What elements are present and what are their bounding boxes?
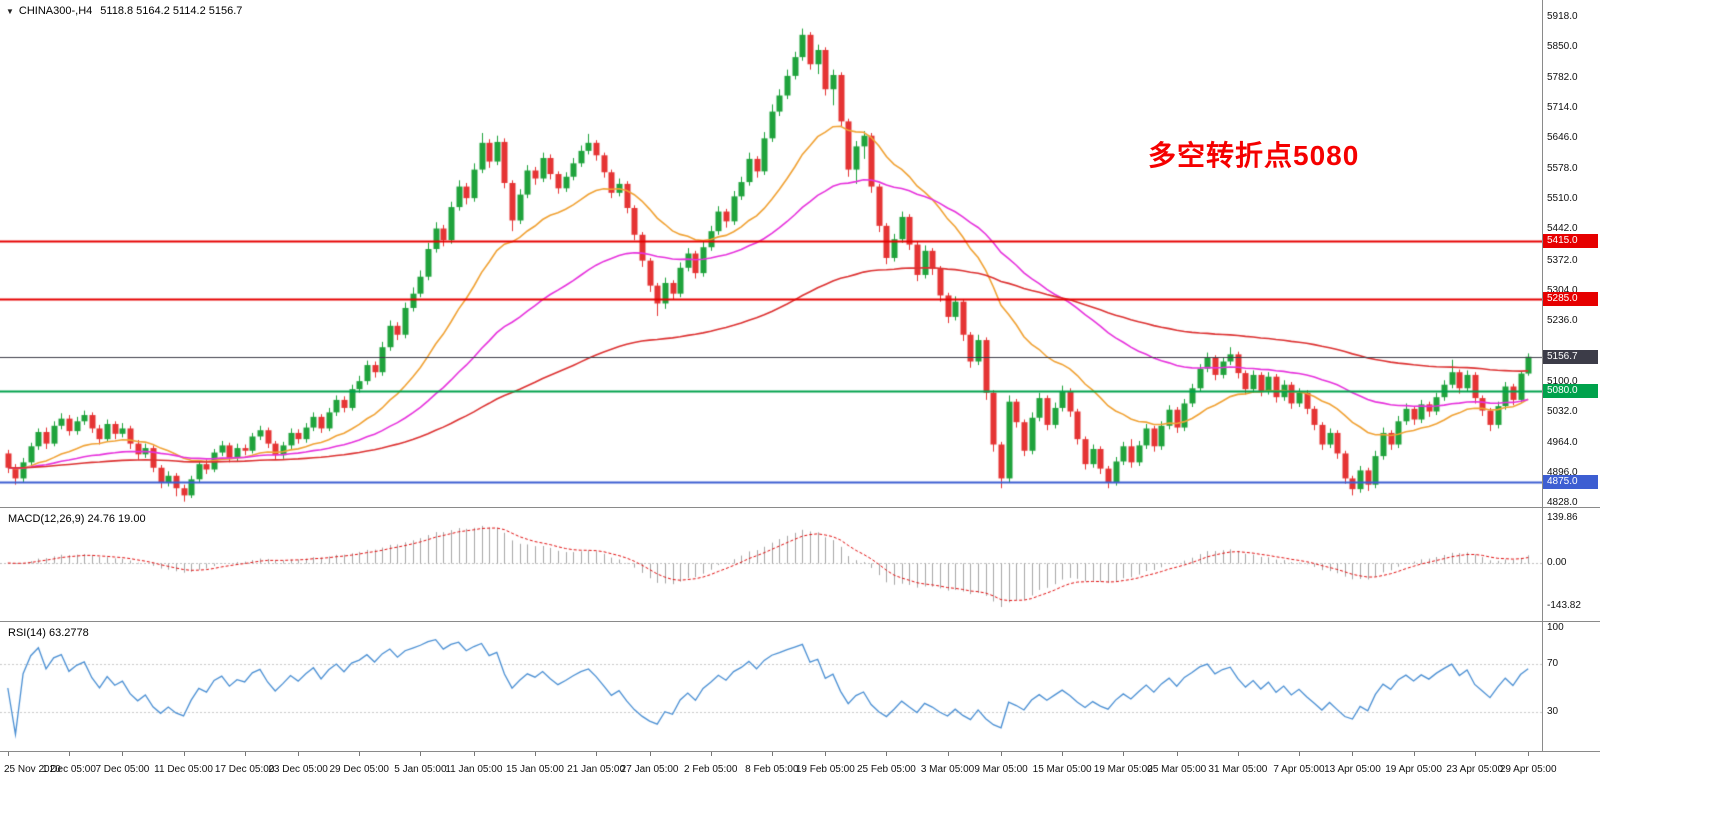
- time-axis-tick: [1299, 752, 1300, 756]
- time-axis-tick: [122, 752, 123, 756]
- time-axis-tick: [1177, 752, 1178, 756]
- time-axis-tick: [596, 752, 597, 756]
- time-axis-label: 31 Mar 05:00: [1208, 764, 1268, 775]
- price-line-badge: 5156.7: [1543, 349, 1598, 364]
- price-chart-canvas[interactable]: [0, 0, 1542, 507]
- price-axis-label: 4828.0: [1547, 497, 1578, 509]
- time-axis-label: 1 Dec 05:00: [41, 764, 96, 775]
- time-axis-label: 2 Feb 05:00: [684, 764, 738, 775]
- price-axis-label: 4896.0: [1547, 467, 1578, 479]
- time-axis-tick: [184, 752, 185, 756]
- chart-annotation: 多空转折点5080: [1148, 140, 1360, 171]
- time-axis-tick: [1352, 752, 1353, 756]
- price-axis-label: 5578.0: [1547, 162, 1578, 174]
- macd-indicator-label: MACD(12,26,9) 24.76 19.00: [8, 513, 146, 525]
- macd-axis-label: -143.82: [1547, 600, 1581, 611]
- symbol-timeframe-label: CHINA300-,H4: [18, 5, 93, 17]
- price-axis-label: 5100.0: [1547, 376, 1578, 388]
- time-axis-label: 25 Feb 05:00: [856, 764, 916, 775]
- chart-title: ▼ CHINA300-,H4 5118.8 5164.2 5114.2 5156.7: [6, 5, 242, 17]
- time-axis-label: 27 Jan 05:00: [620, 764, 679, 775]
- time-axis-label: 17 Dec 05:00: [214, 764, 275, 775]
- time-axis-label: 15 Jan 05:00: [506, 764, 564, 775]
- panel-separator: [0, 751, 1600, 752]
- macd-panel-canvas[interactable]: [0, 508, 1542, 621]
- time-axis-label: 5 Jan 05:00: [394, 764, 447, 775]
- price-line-badge: 5285.0: [1543, 292, 1598, 307]
- price-axis-label: 5782.0: [1547, 71, 1578, 83]
- scale-separator: [1542, 0, 1543, 751]
- price-axis-label: 5510.0: [1547, 193, 1578, 205]
- time-axis-tick: [886, 752, 887, 756]
- time-axis-tick: [69, 752, 70, 756]
- time-axis-tick: [359, 752, 360, 756]
- time-axis-label: 3 Mar 05:00: [920, 764, 975, 775]
- time-axis-tick: [298, 752, 299, 756]
- price-line-badge: 5415.0: [1543, 234, 1598, 249]
- ohlc-values: 5118.8 5164.2 5114.2 5156.7: [100, 5, 243, 17]
- time-scale[interactable]: 25 Nov 2020 1 Dec 05:00 7 Dec 05:00 11 Dec …: [0, 752, 1600, 792]
- time-axis-tick: [948, 752, 949, 756]
- time-axis-tick: [1528, 752, 1529, 756]
- time-axis-tick: [420, 752, 421, 756]
- time-axis-label: 7 Dec 05:00: [95, 764, 150, 775]
- price-axis-label: 5442.0: [1547, 223, 1578, 235]
- time-axis-label: 15 Mar 05:00: [1032, 764, 1092, 775]
- time-axis-label: 25 Nov 2020: [4, 764, 61, 775]
- time-axis-label: 8 Feb 05:00: [745, 764, 799, 775]
- time-axis-label: 11 Dec 05:00: [154, 764, 213, 775]
- time-axis-tick: [1001, 752, 1002, 756]
- time-axis-tick: [1238, 752, 1239, 756]
- time-axis-label: 13 Apr 05:00: [1324, 764, 1381, 775]
- price-axis-label: 5646.0: [1547, 132, 1578, 144]
- time-axis-label: 29 Apr 05:00: [1499, 764, 1557, 775]
- price-line-badge: 5080.0: [1543, 383, 1598, 398]
- time-axis-label: 23 Dec 05:00: [268, 764, 328, 775]
- time-axis-tick: [8, 752, 9, 756]
- time-axis-tick: [1123, 752, 1124, 756]
- chart-window: ▼ CHINA300-,H4 5118.8 5164.2 5114.2 5156.7…: [0, 0, 1600, 792]
- time-axis-label: 7 Apr 05:00: [1273, 764, 1325, 775]
- time-axis-tick: [1414, 752, 1415, 756]
- time-axis-tick: [650, 752, 651, 756]
- time-axis-label: 19 Feb 05:00: [795, 764, 855, 775]
- symbol-marker-icon: ▼: [6, 7, 14, 16]
- panel-separator[interactable]: [0, 507, 1600, 508]
- price-axis-label: 5236.0: [1547, 315, 1578, 327]
- price-line-badge: 4875.0: [1543, 475, 1598, 490]
- time-axis-tick: [1062, 752, 1063, 756]
- time-axis-label: 21 Jan 05:00: [567, 764, 626, 775]
- price-axis-label: 5918.0: [1547, 10, 1578, 22]
- panel-separator[interactable]: [0, 621, 1600, 622]
- rsi-panel-canvas[interactable]: [0, 622, 1542, 751]
- time-axis-label: 9 Mar 05:00: [974, 764, 1028, 775]
- rsi-indicator-label: RSI(14) 63.2778: [8, 627, 89, 639]
- macd-axis-label: 0.00: [1547, 557, 1567, 568]
- time-axis-label: 25 Mar 05:00: [1147, 764, 1207, 775]
- price-axis-label: 5850.0: [1547, 41, 1578, 53]
- macd-axis-label: 139.86: [1547, 512, 1578, 523]
- time-axis-tick: [772, 752, 773, 756]
- time-axis-tick: [535, 752, 536, 756]
- price-scale[interactable]: 5918.0 5850.0 5782.0 5714.0 5646.0 5578.0 5510…: [1543, 0, 1600, 751]
- time-axis-tick: [474, 752, 475, 756]
- price-axis-label: 5032.0: [1547, 406, 1578, 418]
- price-axis-label: 5372.0: [1547, 254, 1578, 266]
- rsi-axis-label: 100: [1547, 622, 1564, 633]
- time-axis-label: 29 Dec 05:00: [329, 764, 390, 775]
- time-axis-tick: [825, 752, 826, 756]
- time-axis-label: 19 Mar 05:00: [1093, 764, 1153, 775]
- time-axis-tick: [245, 752, 246, 756]
- time-axis-label: 11 Jan 05:00: [445, 764, 503, 775]
- time-axis-label: 23 Apr 05:00: [1446, 764, 1504, 775]
- price-axis-label: 5304.0: [1547, 284, 1578, 296]
- rsi-axis-label: 30: [1547, 706, 1559, 717]
- time-axis-tick: [711, 752, 712, 756]
- rsi-axis-label: 70: [1547, 658, 1559, 669]
- price-axis-label: 4964.0: [1547, 436, 1578, 448]
- time-axis-label: 19 Apr 05:00: [1385, 764, 1442, 775]
- price-axis-label: 5714.0: [1547, 102, 1578, 113]
- time-axis-tick: [1475, 752, 1476, 756]
